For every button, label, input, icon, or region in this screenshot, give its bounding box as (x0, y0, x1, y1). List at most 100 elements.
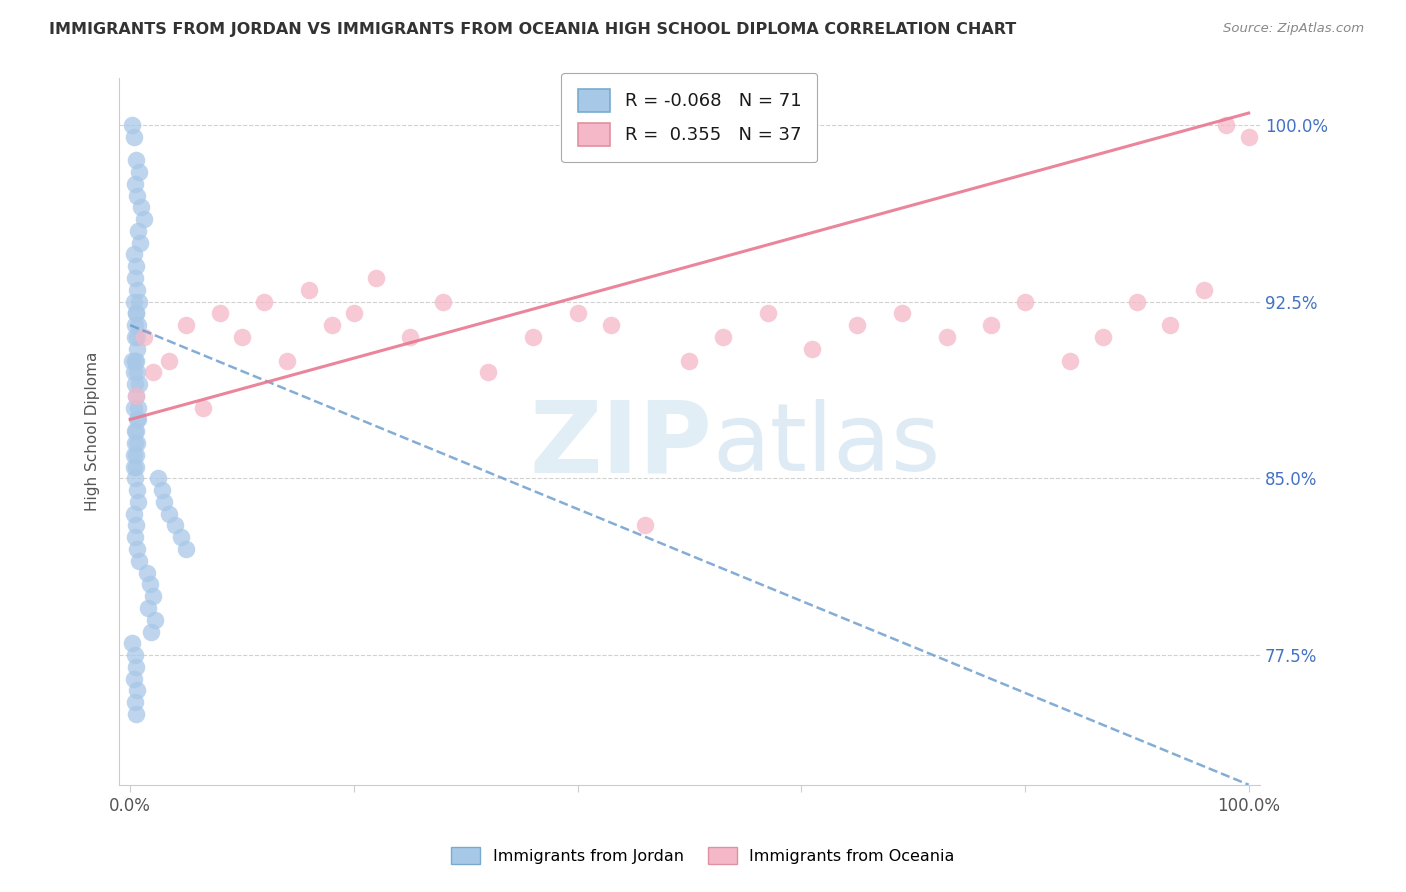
Point (127, 318, 149, 333)
Point (125, 306, 148, 320)
Point (1192, 283, 1215, 297)
Point (125, 283, 148, 297)
Point (125, 660, 148, 674)
Point (157, 507, 180, 521)
Point (121, 636, 143, 650)
Point (129, 235, 152, 250)
Point (1237, 129, 1260, 144)
Point (125, 412, 148, 426)
Point (124, 271, 146, 285)
Text: IMMIGRANTS FROM JORDAN VS IMMIGRANTS FROM OCEANIA HIGH SCHOOL DIPLOMA CORRELATIO: IMMIGRANTS FROM JORDAN VS IMMIGRANTS FRO… (49, 22, 1017, 37)
Point (125, 518, 148, 533)
Point (398, 330, 420, 344)
Point (634, 518, 657, 533)
Point (125, 483, 148, 497)
Point (191, 401, 214, 415)
Point (253, 294, 276, 309)
Point (124, 353, 146, 368)
Point (174, 542, 197, 557)
Point (124, 330, 146, 344)
Point (125, 306, 148, 320)
Point (163, 518, 186, 533)
Point (125, 365, 148, 379)
Point (148, 471, 170, 485)
Point (125, 707, 148, 722)
Point (132, 330, 155, 344)
Legend: Immigrants from Jordan, Immigrants from Oceania: Immigrants from Jordan, Immigrants from … (444, 840, 962, 871)
Point (136, 601, 159, 615)
Point (125, 542, 148, 557)
Point (128, 377, 150, 392)
Point (125, 424, 148, 438)
Point (1215, 118, 1237, 132)
Point (276, 353, 298, 368)
Point (1014, 294, 1036, 309)
Point (125, 448, 148, 462)
Point (1092, 330, 1115, 344)
Point (125, 153, 148, 168)
Point (122, 401, 145, 415)
Point (128, 294, 150, 309)
Point (127, 495, 149, 509)
Point (125, 389, 148, 403)
Point (124, 695, 146, 709)
Text: Source: ZipAtlas.com: Source: ZipAtlas.com (1223, 22, 1364, 36)
Point (157, 353, 180, 368)
Point (1126, 294, 1149, 309)
Point (136, 566, 159, 580)
Point (124, 471, 146, 485)
Point (125, 353, 148, 368)
Point (756, 306, 779, 320)
Point (1059, 353, 1081, 368)
Point (139, 577, 162, 591)
Legend: R = -0.068   N = 71, R =  0.355   N = 37: R = -0.068 N = 71, R = 0.355 N = 37 (561, 72, 817, 162)
Point (935, 330, 957, 344)
Point (174, 318, 197, 333)
Point (121, 118, 143, 132)
Point (122, 294, 145, 309)
Point (801, 342, 824, 356)
Point (711, 330, 734, 344)
Point (125, 342, 148, 356)
Point (122, 459, 145, 474)
Point (122, 129, 145, 144)
Point (143, 613, 166, 627)
Point (127, 401, 149, 415)
Point (128, 554, 150, 568)
Point (366, 271, 388, 285)
Point (125, 459, 148, 474)
Point (142, 365, 165, 379)
Point (980, 318, 1002, 333)
Point (124, 377, 146, 392)
Point (1159, 318, 1181, 333)
Point (125, 389, 148, 403)
Point (142, 589, 165, 603)
Point (600, 318, 623, 333)
Point (891, 306, 914, 320)
Point (127, 412, 149, 426)
Point (846, 318, 869, 333)
Point (208, 306, 231, 320)
Point (128, 165, 150, 179)
Point (678, 353, 700, 368)
Point (141, 624, 163, 639)
Point (122, 507, 145, 521)
Point (298, 283, 321, 297)
Point (343, 306, 366, 320)
Point (125, 259, 148, 273)
Point (124, 424, 146, 438)
Point (231, 330, 253, 344)
Point (125, 436, 148, 450)
Point (132, 212, 155, 227)
Point (124, 177, 146, 191)
Point (124, 436, 146, 450)
Point (121, 353, 143, 368)
Point (169, 530, 191, 544)
Point (122, 448, 145, 462)
Y-axis label: High School Diploma: High School Diploma (86, 351, 100, 511)
Point (124, 530, 146, 544)
Point (122, 672, 145, 686)
Point (131, 200, 153, 214)
Text: ZIP: ZIP (530, 397, 713, 494)
Point (125, 188, 148, 202)
